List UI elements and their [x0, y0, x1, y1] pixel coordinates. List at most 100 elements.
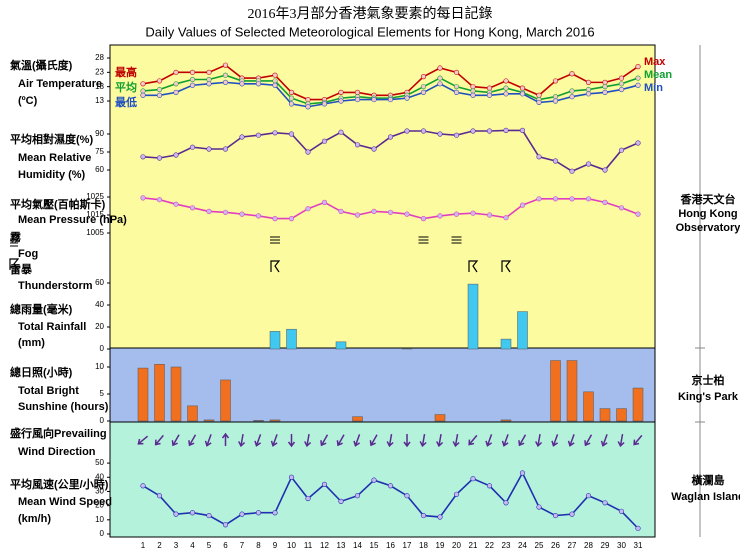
y-tick-label: 0 [100, 529, 105, 538]
data-point [618, 205, 625, 211]
data-point [503, 91, 509, 97]
x-tick-label: 1 [141, 541, 146, 550]
data-point [519, 202, 526, 208]
data-point [470, 84, 476, 90]
x-tick-label: 3 [174, 541, 179, 550]
data-point [206, 76, 212, 83]
x-tick-label: 28 [584, 541, 593, 550]
data-point [420, 84, 427, 90]
data-point [585, 493, 592, 499]
data-point [437, 75, 443, 81]
data-point [602, 199, 608, 205]
panel-label-zh: 盛行風向Prevailing [10, 426, 107, 440]
y-tick-label: 10 [95, 515, 104, 524]
bar [500, 419, 512, 422]
wind-arrow [287, 434, 296, 448]
data-point [569, 168, 575, 174]
x-tick-label: 27 [568, 541, 577, 550]
wind-arrow [304, 433, 312, 448]
y-tick-label: 0 [100, 344, 105, 353]
data-point [618, 147, 625, 153]
wind-arrow [403, 434, 411, 448]
data-point [437, 65, 443, 71]
panel-label-en: Humidity (%) [18, 169, 86, 181]
legend-label-en: Mean [644, 69, 672, 81]
data-point [437, 131, 443, 137]
wind-arrow [188, 434, 197, 447]
data-point [503, 500, 509, 506]
bar [269, 331, 281, 350]
data-point [371, 477, 377, 483]
data-point [470, 88, 476, 94]
legend-label-zh: 平均 [115, 80, 137, 94]
panel-label-en: (km/h) [18, 513, 51, 525]
data-point [569, 71, 575, 77]
data-point [437, 81, 443, 87]
x-tick-label: 8 [256, 541, 261, 550]
data-point [305, 206, 311, 212]
panel-label-en: Air Temperature [18, 78, 102, 90]
data-point [288, 131, 295, 137]
data-point [321, 138, 328, 144]
data-point [206, 146, 212, 152]
data-point [272, 78, 278, 84]
fog-symbol [270, 236, 280, 244]
wind-arrow [336, 434, 345, 447]
data-point [338, 98, 344, 104]
data-point [486, 92, 493, 98]
x-tick-label: 29 [601, 541, 610, 550]
data-point [486, 128, 493, 134]
bar [583, 391, 594, 422]
wind-arrow [254, 434, 262, 447]
data-point [470, 476, 476, 482]
thunder-key [9, 258, 20, 271]
data-point [288, 216, 295, 222]
panel-label-zh: 總日照(小時) [10, 365, 73, 379]
data-point [618, 508, 625, 514]
data-point [288, 95, 295, 101]
wind-arrow [468, 434, 478, 446]
wind-arrow [221, 432, 230, 446]
data-point [453, 491, 460, 497]
data-point [222, 79, 229, 85]
data-point [354, 96, 361, 103]
x-tick-label: 10 [287, 541, 296, 550]
thunder-symbol [468, 260, 479, 273]
data-point [387, 134, 394, 140]
data-point [503, 215, 509, 221]
data-point [305, 96, 311, 103]
data-point [404, 128, 410, 134]
data-point [453, 211, 460, 217]
data-point [288, 89, 295, 95]
data-point [305, 104, 311, 110]
data-point [140, 154, 146, 160]
data-point [338, 89, 344, 95]
bar [352, 416, 363, 422]
data-point [486, 483, 493, 489]
data-point [173, 511, 179, 517]
data-point [552, 78, 559, 84]
x-tick-label: 14 [353, 541, 362, 550]
bar [517, 311, 528, 350]
data-point [585, 91, 592, 97]
wind-arrow [485, 434, 493, 447]
y-tick-label: 40 [95, 472, 104, 481]
x-tick-label: 31 [634, 541, 643, 550]
data-point [536, 154, 542, 160]
data-point [404, 95, 410, 101]
station-name-en: King's Park [678, 391, 739, 403]
y-tick-label: 5 [100, 389, 105, 398]
data-point [569, 511, 575, 517]
data-point [156, 197, 163, 203]
station-name-en: Hong Kong [678, 208, 737, 220]
data-point [503, 85, 509, 91]
bar [566, 360, 578, 422]
panel-label-zh: 氣溫(攝氏度) [10, 58, 73, 72]
data-point [552, 512, 559, 519]
data-point [387, 96, 394, 103]
data-point [437, 514, 443, 520]
data-point [173, 69, 179, 75]
wind-arrow [535, 433, 543, 448]
y-tick-label: 18 [95, 82, 104, 91]
data-point [602, 167, 608, 173]
